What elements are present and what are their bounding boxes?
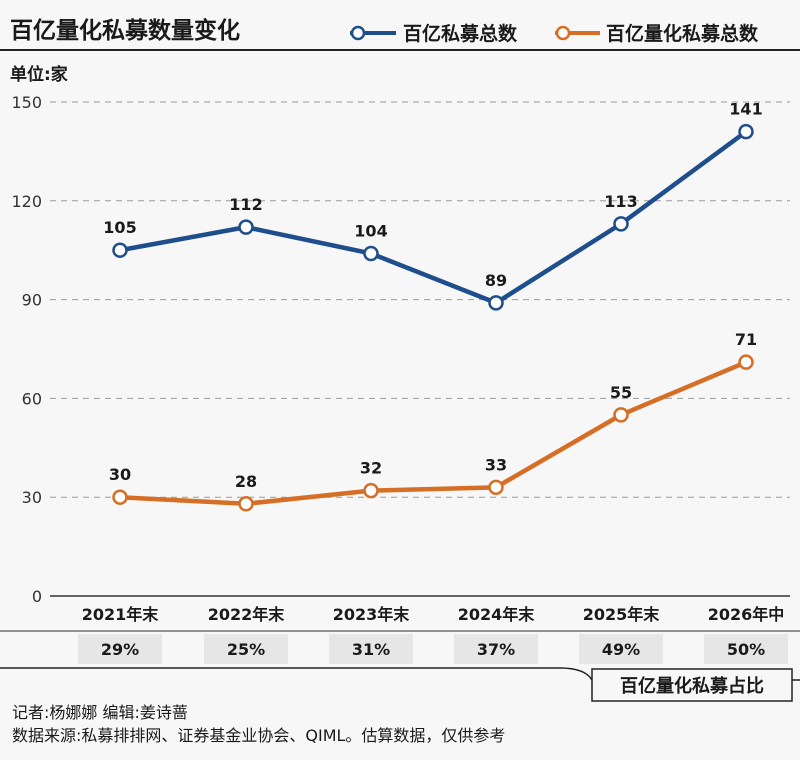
ratio-value: 37% (477, 640, 515, 659)
data-point-0 (488, 295, 504, 311)
y-tick-label: 60 (22, 389, 42, 408)
x-tick-label: 2023年末 (333, 605, 411, 624)
ratio-cell (329, 634, 413, 664)
footer-reporter: 记者:杨娜娜 编辑:姜诗蔷 (12, 703, 188, 722)
data-point-1 (738, 354, 754, 370)
data-label-1: 32 (360, 459, 382, 478)
ratio-cell (204, 634, 288, 664)
ratio-value: 50% (727, 640, 765, 659)
data-point-0 (238, 219, 254, 235)
x-tick-label: 2025年末 (583, 605, 661, 624)
x-tick-label: 2026年中 (708, 605, 785, 624)
y-tick-label: 0 (32, 587, 42, 606)
x-tick-label: 2022年末 (208, 605, 286, 624)
series-line-1 (117, 359, 749, 507)
data-label-1: 33 (485, 455, 507, 474)
unit-label: 单位:家 (10, 64, 68, 85)
ratio-cell (704, 634, 788, 664)
data-label-0: 89 (485, 271, 507, 290)
plot-area: 0 30 60 90 120 150 105 112 104 89 113 141 30 28 32 33 55… (11, 93, 790, 624)
data-point-1 (363, 482, 379, 499)
chart-title: 百亿量化私募数量变化 (10, 17, 240, 44)
data-label-0: 105 (103, 218, 136, 237)
data-point-1 (112, 489, 128, 505)
data-point-0 (613, 216, 629, 232)
ratio-cell (579, 634, 663, 664)
ratio-value: 25% (227, 640, 265, 659)
ratio-row: 29% 25% 31% 37% 49% 50% (0, 630, 800, 669)
data-label-0: 112 (229, 195, 262, 214)
data-label-1: 30 (109, 465, 131, 484)
y-tick-label: 90 (22, 291, 42, 310)
legend-label-quant: 百亿量化私募总数 (606, 22, 759, 45)
data-point-0 (112, 242, 128, 258)
legend-label-total: 百亿私募总数 (403, 22, 518, 45)
data-label-0: 141 (729, 100, 762, 119)
x-tick-label: 2021年末 (82, 605, 160, 624)
ratio-label-box: 百亿量化私募占比 (559, 667, 800, 702)
data-point-1 (488, 479, 504, 496)
footer-source: 数据来源:私募排排网、证券基金业协会、QIML。估算数据，仅供参考 (12, 726, 505, 745)
legend-marker-quant (555, 25, 571, 41)
data-point-1 (613, 407, 629, 423)
ratio-value: 29% (101, 640, 139, 659)
y-tick-label: 30 (22, 488, 42, 507)
data-label-1: 28 (235, 472, 257, 491)
data-label-0: 104 (354, 221, 387, 240)
ratio-cell (78, 634, 162, 664)
ratio-value: 31% (352, 640, 390, 659)
ratio-label-frame (591, 668, 793, 702)
legend-marker-total (350, 25, 366, 41)
ratio-value: 49% (602, 640, 640, 659)
legend: 百亿私募总数 百亿量化私募总数 (350, 22, 759, 45)
y-tick-label: 120 (11, 192, 42, 211)
data-label-1: 71 (735, 330, 757, 349)
data-label-1: 55 (610, 383, 632, 402)
ratio-label: 百亿量化私募占比 (620, 675, 764, 697)
data-point-1 (238, 496, 254, 512)
series-line-0 (117, 129, 749, 306)
data-point-0 (363, 245, 379, 262)
data-point-0 (738, 123, 754, 140)
y-tick-label: 150 (11, 93, 42, 112)
x-tick-label: 2024年末 (458, 605, 536, 624)
data-label-0: 113 (604, 192, 637, 211)
ratio-cell (454, 634, 538, 664)
